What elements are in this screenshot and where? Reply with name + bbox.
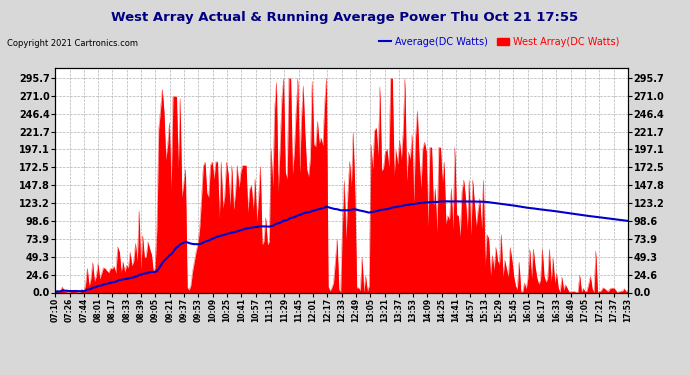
Text: Copyright 2021 Cartronics.com: Copyright 2021 Cartronics.com bbox=[7, 39, 138, 48]
Text: West Array Actual & Running Average Power Thu Oct 21 17:55: West Array Actual & Running Average Powe… bbox=[112, 11, 578, 24]
Legend: Average(DC Watts), West Array(DC Watts): Average(DC Watts), West Array(DC Watts) bbox=[375, 33, 623, 51]
